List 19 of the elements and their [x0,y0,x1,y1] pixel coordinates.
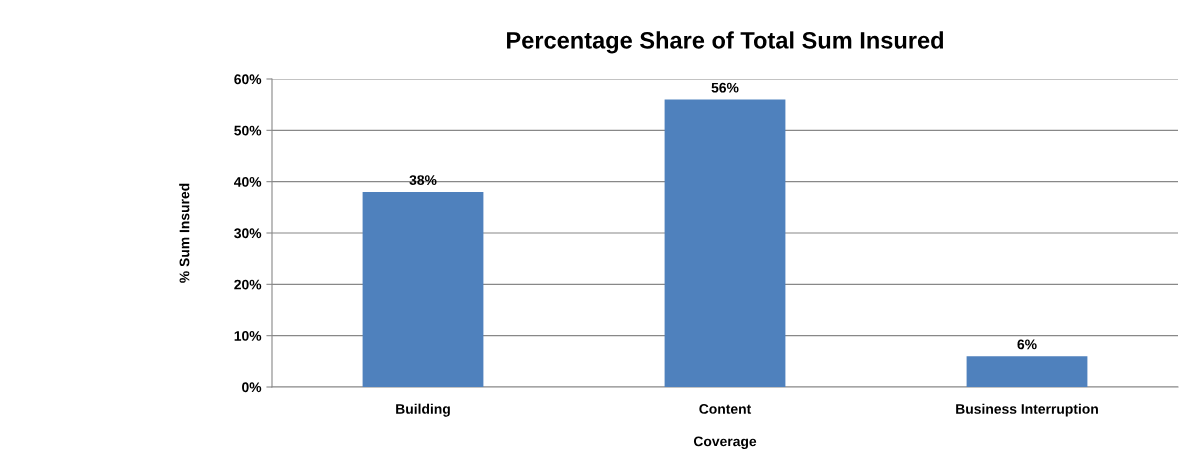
bar [664,99,786,387]
y-tick-label: 60% [234,74,262,85]
x-tick-label: Content [699,404,752,414]
chart-title: Percentage Share of Total Sum Insured [507,31,944,54]
bar [362,191,484,387]
data-label: 6% [1017,339,1037,350]
y-tick-label: 50% [234,125,262,136]
y-tick-label: 0% [242,382,262,393]
data-label: 56% [711,82,739,93]
x-tick-label: Building [396,403,450,417]
y-tick-label: 40% [234,177,262,187]
bar [966,356,1088,387]
y-tick-label: 30% [234,228,262,239]
y-tick-label: 10% [234,331,262,341]
x-axis-title: Coverage [693,436,757,450]
y-axis-title: % Sum Insured [179,183,190,283]
data-label: 38% [409,175,437,186]
y-tick-label: 20% [234,279,262,290]
x-tick-label: Business Interruption [956,403,1098,417]
